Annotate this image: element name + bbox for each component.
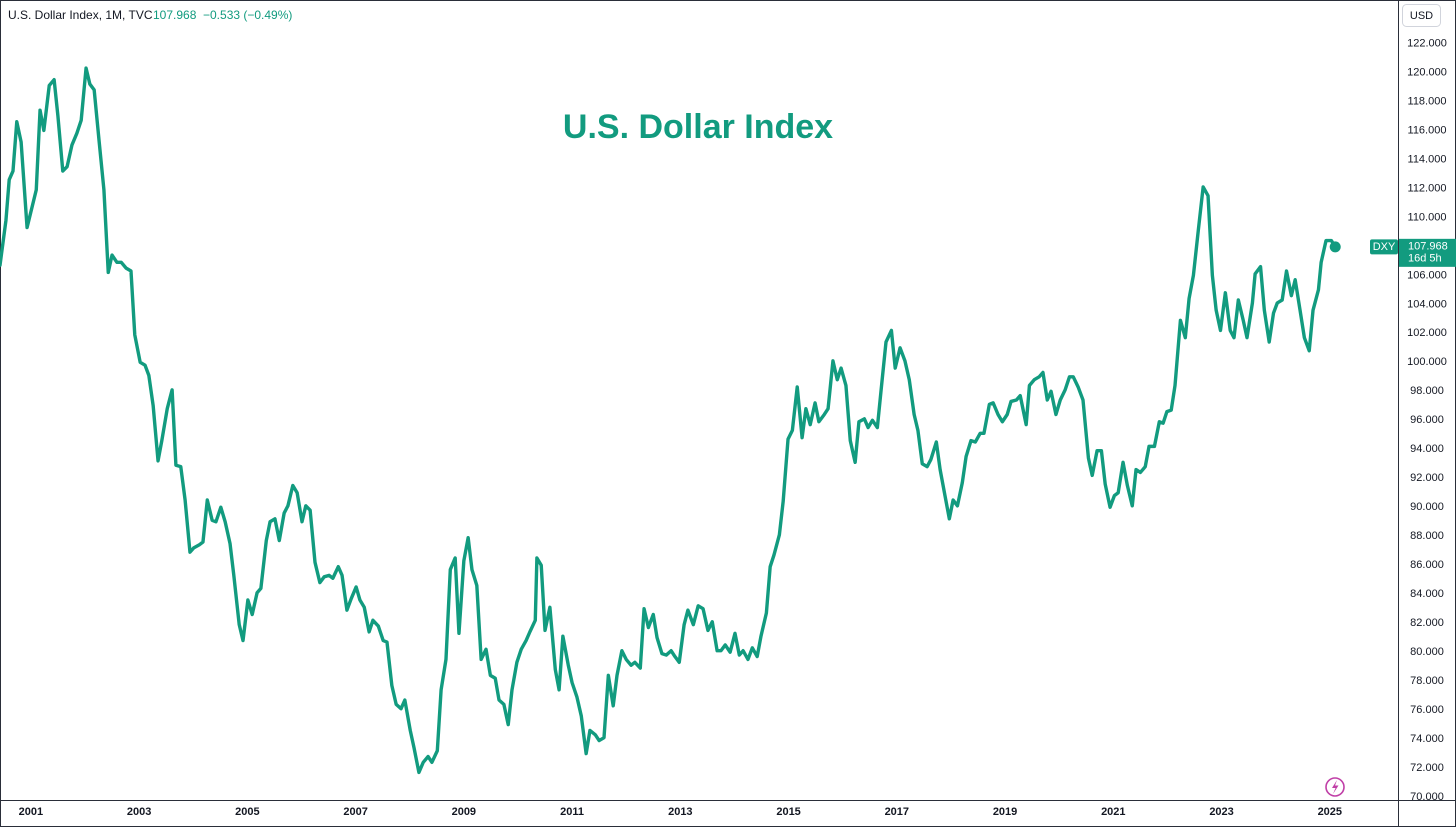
y-tick-label: 78.000 bbox=[1410, 675, 1444, 687]
y-tick-label: 96.000 bbox=[1410, 414, 1444, 426]
y-tick-label: 98.000 bbox=[1410, 385, 1444, 397]
y-tick-label: 120.000 bbox=[1407, 66, 1447, 78]
y-tick-label: 70.000 bbox=[1410, 791, 1444, 803]
chart-title: U.S. Dollar Index bbox=[563, 108, 833, 146]
y-tick-label: 104.000 bbox=[1407, 298, 1447, 310]
x-tick-label: 2013 bbox=[668, 806, 692, 818]
x-tick-label: 2019 bbox=[993, 806, 1017, 818]
y-tick-label: 94.000 bbox=[1410, 443, 1444, 455]
watermark-icon bbox=[1325, 777, 1345, 797]
watermark-circle bbox=[1325, 777, 1345, 797]
x-tick-label: 2005 bbox=[235, 806, 259, 818]
x-tick-label: 2003 bbox=[127, 806, 151, 818]
x-tick-label: 2017 bbox=[885, 806, 909, 818]
currency-label: USD bbox=[1410, 10, 1433, 22]
x-tick-label: 2021 bbox=[1101, 806, 1125, 818]
y-tick-label: 100.000 bbox=[1407, 356, 1447, 368]
x-tick-label: 2009 bbox=[452, 806, 476, 818]
x-tick-label: 2011 bbox=[560, 806, 584, 818]
price-tag-label: 107.968 bbox=[1408, 241, 1448, 253]
watermark-bolt bbox=[1332, 780, 1339, 794]
x-tick-label: 2001 bbox=[19, 806, 43, 818]
header-price: 107.968 bbox=[153, 8, 197, 22]
y-tick-label: 122.000 bbox=[1407, 37, 1447, 49]
header-change: −0.533 (−0.49%) bbox=[203, 8, 292, 22]
y-tick-label: 102.000 bbox=[1407, 327, 1447, 339]
x-tick-label: 2023 bbox=[1209, 806, 1233, 818]
x-tick-label: 2015 bbox=[776, 806, 800, 818]
y-tick-label: 106.000 bbox=[1407, 269, 1447, 281]
y-tick-label: 118.000 bbox=[1408, 95, 1447, 107]
last-point bbox=[1329, 241, 1341, 253]
y-tick-label: 74.000 bbox=[1410, 733, 1444, 745]
y-tick-label: 86.000 bbox=[1410, 559, 1444, 571]
ticker-tag bbox=[1370, 239, 1398, 255]
y-tick-label: 72.000 bbox=[1410, 762, 1444, 774]
y-tick-label: 80.000 bbox=[1410, 646, 1444, 658]
y-tick-label: 110.000 bbox=[1408, 211, 1447, 223]
symbol-header: U.S. Dollar Index, 1M, TVC bbox=[8, 8, 153, 22]
y-tick-label: 88.000 bbox=[1410, 530, 1444, 542]
y-tick-label: 92.000 bbox=[1410, 472, 1444, 484]
price-tag bbox=[1399, 238, 1456, 267]
x-tick-label: 2007 bbox=[343, 806, 367, 818]
ticker-label: DXY bbox=[1373, 241, 1396, 253]
x-tick-label: 2025 bbox=[1318, 806, 1342, 818]
countdown-label: 16d 5h bbox=[1408, 253, 1442, 265]
y-tick-label: 82.000 bbox=[1410, 617, 1444, 629]
y-tick-label: 116.000 bbox=[1408, 124, 1447, 136]
y-tick-label: 112.000 bbox=[1408, 182, 1447, 194]
y-tick-label: 84.000 bbox=[1410, 588, 1444, 600]
y-tick-label: 114.000 bbox=[1408, 153, 1447, 165]
y-tick-label: 76.000 bbox=[1410, 704, 1444, 716]
y-tick-label: 90.000 bbox=[1410, 501, 1444, 513]
currency-button[interactable] bbox=[1402, 4, 1441, 27]
price-line bbox=[0, 66, 1337, 775]
